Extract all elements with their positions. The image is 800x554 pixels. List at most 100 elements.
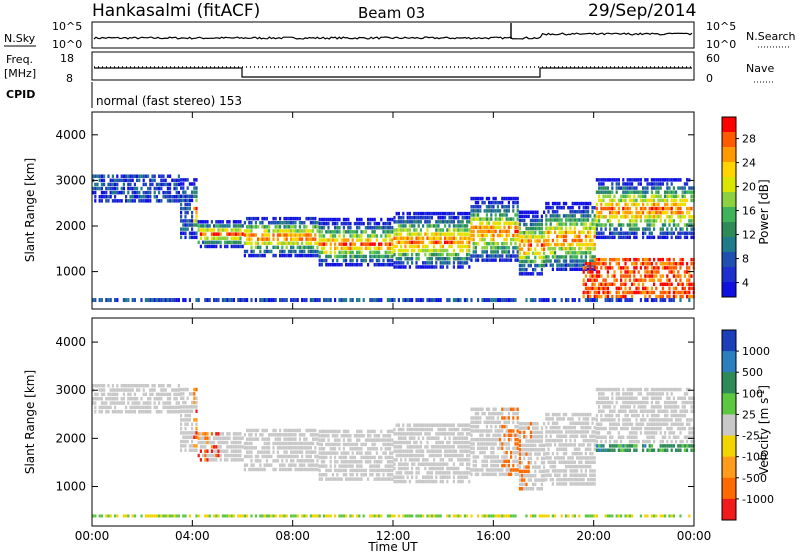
velocity-cell [415, 471, 418, 475]
power-cell [668, 178, 671, 182]
velocity-cell [347, 460, 350, 464]
velocity-cell [246, 463, 249, 467]
velocity-cell [162, 388, 165, 392]
power-cell [584, 274, 587, 278]
power-cell [547, 230, 550, 235]
power-cell [584, 222, 587, 226]
power-cell [567, 263, 570, 267]
power-cell [540, 267, 543, 272]
power-cell [246, 249, 249, 254]
power-cell [153, 178, 156, 183]
power-cell [492, 233, 495, 238]
velocity-cell [391, 429, 394, 434]
power-cell [228, 232, 231, 236]
power-cell [356, 234, 359, 238]
power-cell [461, 236, 464, 240]
power-cell [237, 220, 240, 224]
power-cell [298, 229, 301, 233]
power-cell [560, 222, 563, 226]
velocity-cell [173, 514, 176, 518]
velocity-cell [351, 473, 354, 477]
velocity-cell [441, 423, 444, 427]
power-cell [448, 236, 451, 240]
power-cell [428, 236, 431, 240]
velocity-cell [461, 479, 464, 484]
power-cell [140, 298, 143, 303]
velocity-cell [529, 448, 532, 452]
power-cell [598, 190, 601, 194]
power-cell [213, 232, 216, 236]
power-cell [437, 240, 440, 245]
velocity-cell [505, 446, 508, 451]
velocity-cell [184, 400, 187, 405]
power-cell [606, 294, 609, 299]
power-cell [298, 225, 301, 229]
power-cell [567, 218, 570, 222]
power-cell [653, 210, 656, 215]
power-cell [518, 222, 521, 227]
power-cell [545, 222, 548, 226]
velocity-cell [529, 478, 532, 482]
velocity-cell [125, 409, 128, 414]
power-cell [248, 225, 251, 229]
power-cell [613, 178, 616, 182]
power-cell [340, 221, 343, 226]
velocity-cell [406, 514, 409, 518]
power-cell [316, 245, 319, 250]
velocity-cell [514, 411, 517, 416]
power-cell [534, 263, 537, 268]
power-cell [309, 253, 312, 258]
power-cell [545, 259, 548, 263]
power-cell [415, 298, 418, 303]
velocity-cell [457, 427, 460, 432]
velocity-cell [507, 416, 510, 420]
velocity-cell [336, 477, 339, 481]
velocity-cell [439, 466, 442, 471]
power-cell [547, 255, 550, 259]
velocity-cell [184, 431, 187, 435]
velocity-cell [250, 433, 253, 437]
power-cell [378, 221, 381, 226]
velocity-cell [527, 487, 530, 491]
velocity-cell [373, 434, 376, 438]
velocity-cell [338, 455, 341, 460]
power-cell [428, 261, 431, 265]
power-cell [622, 182, 625, 186]
velocity-cell [314, 433, 317, 437]
power-cell [375, 250, 378, 255]
power-cell [151, 298, 154, 303]
power-cell [527, 255, 530, 260]
colorbar-frame [721, 116, 737, 298]
power-cell [180, 202, 183, 207]
power-cell [653, 206, 656, 211]
velocity-cell [523, 426, 526, 430]
velocity-cell [149, 409, 152, 414]
power-cell [521, 214, 524, 219]
power-cell [371, 254, 374, 259]
velocity-cell [327, 477, 330, 481]
power-cell [345, 250, 348, 255]
power-cell [653, 235, 656, 240]
power-cell [659, 182, 662, 186]
power-cell [177, 194, 180, 199]
velocity-cell [452, 514, 455, 518]
power-cell [499, 213, 502, 217]
power-cell [492, 258, 495, 262]
power-cell [521, 235, 524, 239]
power-cell [527, 272, 530, 276]
velocity-cell [488, 433, 491, 438]
velocity-cell [250, 514, 253, 518]
velocity-cell [393, 475, 396, 479]
power-cell [474, 205, 477, 209]
power-cell [679, 278, 682, 282]
power-cell [349, 254, 352, 259]
velocity-cell [525, 482, 528, 487]
velocity-cell [294, 514, 297, 518]
velocity-cell [411, 466, 414, 471]
velocity-cell [252, 437, 255, 441]
power-cell [424, 261, 427, 265]
power-cell [129, 174, 132, 178]
velocity-cell [393, 427, 396, 432]
velocity-cell [186, 387, 189, 392]
velocity-cell [481, 446, 484, 451]
